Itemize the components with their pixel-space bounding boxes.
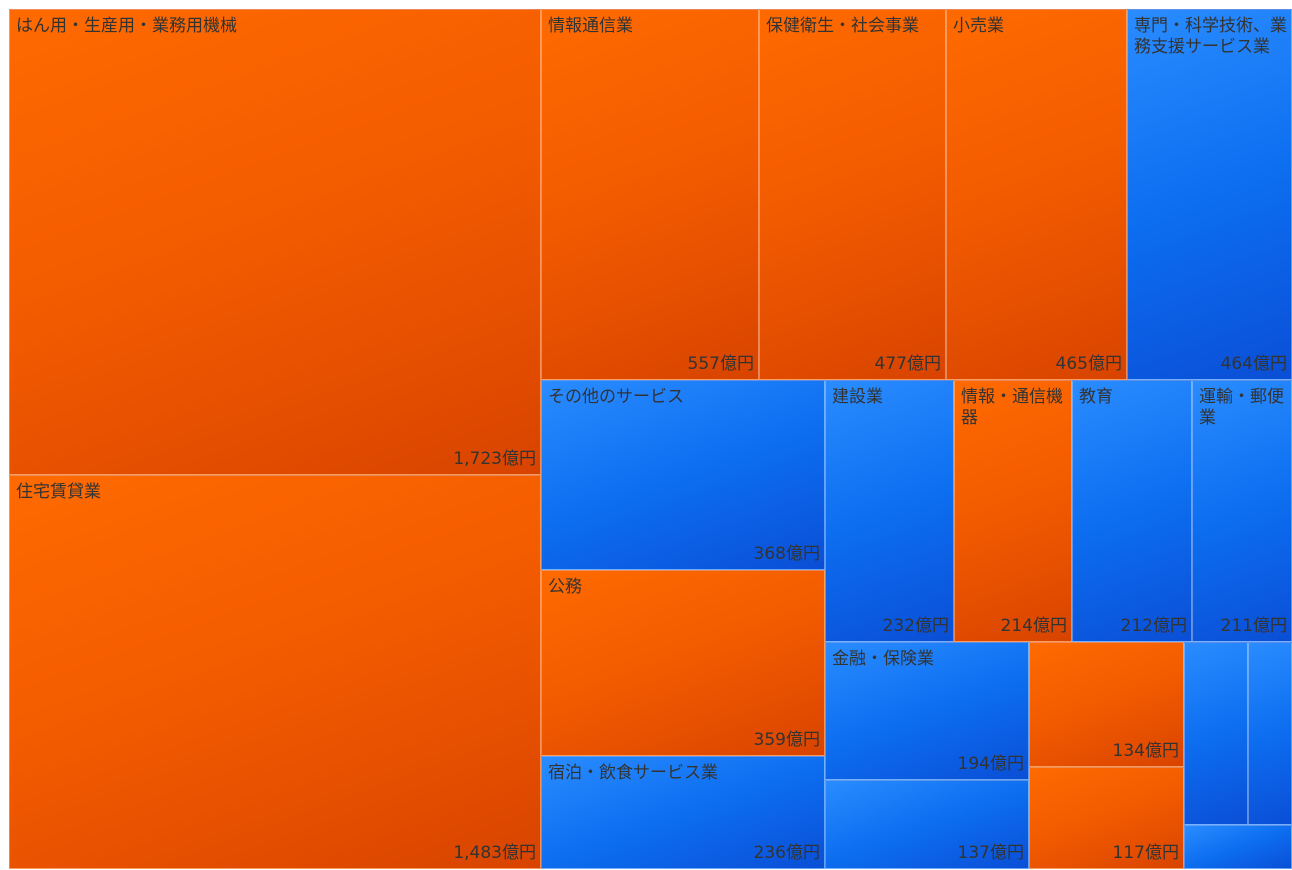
treemap-tile[interactable]: 小売業 465億円 <box>946 9 1127 380</box>
tile-label: その他のサービス <box>548 387 684 407</box>
tile-value: 359億円 <box>753 730 820 750</box>
tile-value: 1,723億円 <box>453 449 536 469</box>
treemap-tile[interactable]: 保健衛生・社会事業 477億円 <box>759 9 946 380</box>
tile-value: 232億円 <box>882 616 949 636</box>
tile-label: 情報・通信機器 <box>961 387 1063 428</box>
tile-value: 211億円 <box>1220 616 1287 636</box>
treemap-tile[interactable]: 運輸・郵便業 211億円 <box>1192 380 1292 642</box>
treemap-tile[interactable]: 134億円 <box>1029 642 1184 767</box>
tile-label: 運輸・郵便業 <box>1199 387 1284 428</box>
tile-value: 214億円 <box>1000 616 1067 636</box>
tile-value: 212億円 <box>1120 616 1187 636</box>
treemap-tile[interactable]: 公務 359億円 <box>541 570 825 756</box>
treemap-tile[interactable]: 情報通信業 557億円 <box>541 9 759 380</box>
tile-value: 1,483億円 <box>453 843 536 863</box>
treemap-tile[interactable]: 専門・科学技術、業務支援サービス業 464億円 <box>1127 9 1292 380</box>
tile-label: 住宅賃貸業 <box>16 482 101 502</box>
treemap-tile[interactable]: はん用・生産用・業務用機械 1,723億円 <box>9 9 541 475</box>
tile-value: 464億円 <box>1220 354 1287 374</box>
tile-value: 557億円 <box>687 354 754 374</box>
tile-value: 134億円 <box>1112 741 1179 761</box>
treemap-tile[interactable] <box>1184 642 1248 825</box>
treemap-tile[interactable] <box>1184 825 1292 869</box>
tile-label: 公務 <box>548 577 582 597</box>
tile-value: 194億円 <box>957 754 1024 774</box>
tile-value: 236億円 <box>753 843 820 863</box>
tile-value: 117億円 <box>1112 843 1179 863</box>
tile-label: 教育 <box>1079 387 1113 407</box>
treemap-tile[interactable]: 建設業 232億円 <box>825 380 954 642</box>
tile-label: 専門・科学技術、業務支援サービス業 <box>1134 16 1287 57</box>
treemap-tile[interactable]: その他のサービス 368億円 <box>541 380 825 570</box>
treemap-tile[interactable]: 金融・保険業 194億円 <box>825 642 1029 780</box>
treemap-tile[interactable]: 住宅賃貸業 1,483億円 <box>9 475 541 869</box>
treemap-tile[interactable] <box>1248 642 1292 825</box>
tile-label: 建設業 <box>832 387 883 407</box>
tile-label: 情報通信業 <box>548 16 633 36</box>
tile-value: 465億円 <box>1055 354 1122 374</box>
tile-label: はん用・生産用・業務用機械 <box>16 16 237 36</box>
tile-value: 137億円 <box>957 843 1024 863</box>
tile-label: 宿泊・飲食サービス業 <box>548 763 718 783</box>
tile-label: 小売業 <box>953 16 1004 36</box>
tile-value: 368億円 <box>753 544 820 564</box>
treemap-tile[interactable]: 117億円 <box>1029 767 1184 869</box>
treemap-tile[interactable]: 137億円 <box>825 780 1029 869</box>
tile-value: 477億円 <box>874 354 941 374</box>
tile-label: 保健衛生・社会事業 <box>766 16 919 36</box>
treemap-tile[interactable]: 教育 212億円 <box>1072 380 1192 642</box>
treemap-tile[interactable]: 情報・通信機器 214億円 <box>954 380 1072 642</box>
treemap-tile[interactable]: 宿泊・飲食サービス業 236億円 <box>541 756 825 869</box>
tile-label: 金融・保険業 <box>832 649 934 669</box>
